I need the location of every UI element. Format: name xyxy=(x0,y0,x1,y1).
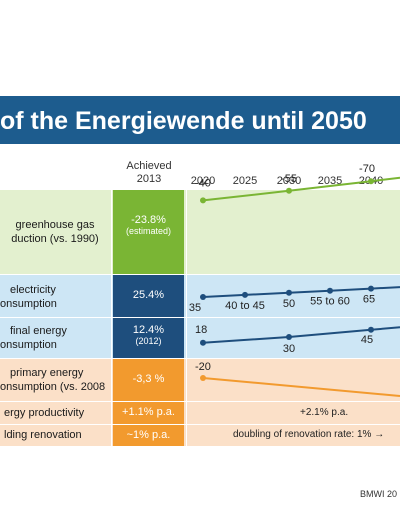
year-2025: 2025 xyxy=(232,175,258,187)
title-banner xyxy=(0,96,400,144)
achieved-final-energy-value: 12.4% xyxy=(132,324,165,336)
achieved-final-energy-note: (2012) xyxy=(135,336,162,346)
achieved-primary-energy-value: -3,3 % xyxy=(132,373,165,385)
data-label-elec-0: 35 xyxy=(189,302,201,314)
data-point-final-0 xyxy=(200,339,206,346)
achieved-productivity: +1.1% p.a. xyxy=(113,402,184,424)
achieved-ghg-value: -23.8% xyxy=(131,214,166,226)
data-label-final-1: 30 xyxy=(283,343,295,355)
row-primary-energy-label-line2: onsumption (vs. 2008 xyxy=(0,381,106,393)
row-renovation-label-line1: lding renovation xyxy=(4,429,82,441)
year-2035: 2035 xyxy=(317,175,343,187)
data-label-ghg-0: -40 xyxy=(195,177,211,189)
achieved-electricity: 25.4% xyxy=(113,275,184,317)
page-title: of the Energiewende until 2050 xyxy=(0,107,367,135)
data-label-elec-3: 55 to 60 xyxy=(310,296,350,308)
achieved-primary-energy: -3,3 % xyxy=(113,359,184,401)
row-productivity-label-line1: ergy productivity xyxy=(4,407,85,419)
col-sep-left xyxy=(111,190,112,446)
productivity-target: +2.1% p.a. xyxy=(300,407,349,418)
row-productivity-label: ergy productivity xyxy=(0,406,110,420)
achieved-ghg-note: (estimated) xyxy=(125,226,171,236)
data-label-ghg-2: -70 xyxy=(359,163,375,175)
row-renovation-bg xyxy=(0,425,400,446)
achieved-productivity-value: +1.1% p.a. xyxy=(122,406,175,418)
row-primary-energy-label-line1: primary energy xyxy=(10,367,84,379)
series-line-ghg xyxy=(202,176,400,202)
row-primary-energy-label: primary energy onsumption (vs. 2008 xyxy=(0,366,110,394)
row-electricity-label-line2: onsumption xyxy=(0,298,57,310)
data-point-elec-0 xyxy=(200,294,206,300)
row-electricity-bg xyxy=(0,275,400,317)
data-point-elec-4 xyxy=(368,285,374,292)
row-final-energy-label: final energy onsumption xyxy=(0,324,110,352)
achieved-renovation: ~1% p.a. xyxy=(113,425,184,446)
row-ghg-bg xyxy=(0,190,400,274)
achieved-header: Achieved 2013 xyxy=(112,160,186,186)
data-label-final-2: 45 xyxy=(361,334,373,346)
achieved-ghg: -23.8% (estimated) xyxy=(113,190,184,274)
series-line-elec xyxy=(202,286,400,298)
row-primary-energy-bg xyxy=(0,359,400,401)
row-ghg-label-line1: greenhouse gas xyxy=(15,219,95,231)
achieved-renovation-value: ~1% p.a. xyxy=(126,429,171,441)
col-sep-right xyxy=(186,190,187,446)
data-point-primary-0 xyxy=(200,375,206,381)
data-point-final-2 xyxy=(368,326,374,333)
data-label-elec-2: 50 xyxy=(283,298,295,310)
row-renovation-label: lding renovation xyxy=(0,428,110,442)
row-final-energy-label-line2: onsumption xyxy=(0,339,57,351)
data-point-ghg-2 xyxy=(368,178,374,185)
data-label-elec-1: 40 to 45 xyxy=(225,300,265,312)
achieved-final-energy: 12.4% (2012) xyxy=(113,318,184,358)
data-point-elec-3 xyxy=(327,287,333,294)
achieved-electricity-value: 25.4% xyxy=(132,289,165,301)
row-ghg-label: greenhouse gas duction (vs. 1990) xyxy=(0,218,110,246)
data-label-primary-0: -20 xyxy=(195,361,211,373)
source-note: BMWI 20 xyxy=(360,489,398,499)
year-2030: 2030 xyxy=(276,175,302,187)
data-point-elec-2 xyxy=(286,289,292,296)
data-point-final-1 xyxy=(286,334,292,340)
row-productivity-bg xyxy=(0,402,400,424)
chart-layer: -40 -55 -70 35 40 to 45 50 55 to 60 65 18 30 45 -20 xyxy=(189,163,400,397)
achieved-header-line2: 2013 xyxy=(136,173,162,185)
row-ghg-label-line2: duction (vs. 1990) xyxy=(11,233,99,245)
row-electricity-label: electricity onsumption xyxy=(0,283,110,311)
achieved-header-line1: Achieved xyxy=(126,160,172,172)
renovation-target: doubling of renovation rate: 1% → xyxy=(233,429,385,440)
row-electricity-label-line1: electricity xyxy=(10,284,56,296)
year-2020: 2020 xyxy=(190,175,216,187)
data-point-ghg-0 xyxy=(200,197,206,204)
data-point-elec-1 xyxy=(242,291,248,298)
data-label-elec-4: 65 xyxy=(363,294,375,306)
data-label-ghg-1: -55 xyxy=(281,173,297,185)
data-label-final-0: 18 xyxy=(195,324,207,336)
series-line-primary xyxy=(202,377,400,397)
series-line-final xyxy=(202,326,400,344)
row-final-energy-label-line1: final energy xyxy=(10,325,67,337)
row-final-energy-bg xyxy=(0,318,400,358)
data-point-ghg-1 xyxy=(286,187,292,194)
